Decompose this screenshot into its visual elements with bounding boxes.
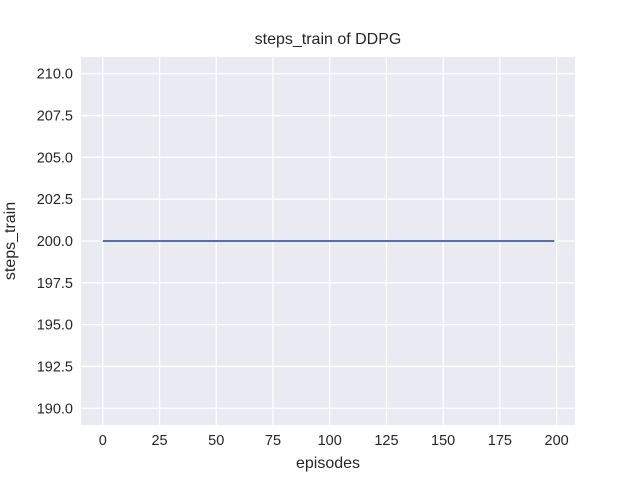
y-tick-label: 195.0 xyxy=(37,318,73,334)
y-tick-label: 202.5 xyxy=(37,192,73,208)
y-tick-label: 210.0 xyxy=(37,67,73,83)
x-tick-label: 25 xyxy=(151,433,167,449)
x-axis-label: episodes xyxy=(296,455,360,472)
y-axis-label: steps_train xyxy=(2,202,19,280)
y-tick-label: 192.5 xyxy=(37,359,73,375)
x-tick-label: 50 xyxy=(208,433,224,449)
x-tick-label: 100 xyxy=(318,433,342,449)
y-tick-label: 197.5 xyxy=(37,276,73,292)
y-tick-label: 190.0 xyxy=(37,401,73,417)
y-tick-label: 200.0 xyxy=(37,234,73,250)
y-tick-label: 207.5 xyxy=(37,109,73,125)
plot-layer: 0 25 50 75 100 125 150 175 200 190.0 192.5 195.0 197… xyxy=(37,57,575,449)
x-tick-label: 0 xyxy=(99,433,107,449)
x-tick-label: 150 xyxy=(431,433,455,449)
x-tick-label: 75 xyxy=(265,433,281,449)
x-tick-label: 125 xyxy=(374,433,398,449)
chart-title: steps_train of DDPG xyxy=(255,31,402,48)
y-tick-label: 205.0 xyxy=(37,150,73,166)
x-tick-label: 175 xyxy=(488,433,512,449)
x-tick-label: 200 xyxy=(545,433,569,449)
